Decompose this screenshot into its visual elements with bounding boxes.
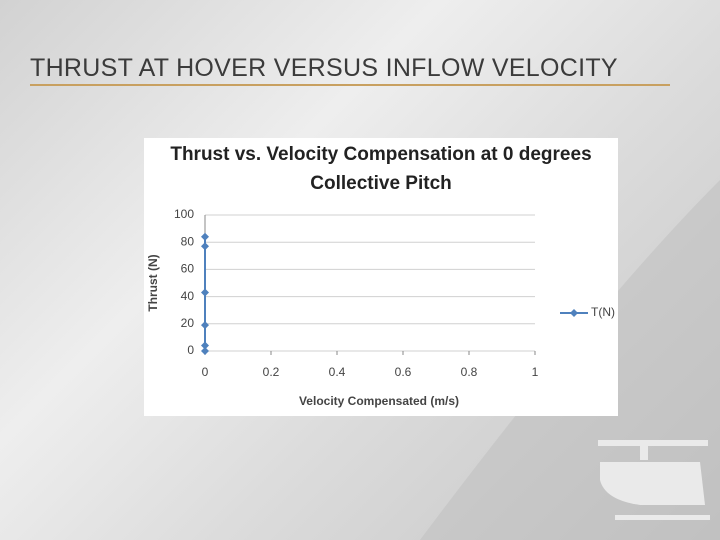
y-tick-label: 0 (187, 343, 194, 357)
y-tick-label: 80 (181, 234, 195, 248)
slide-title: THRUST AT HOVER VERSUS INFLOW VELOCITY (30, 54, 618, 82)
x-axis-title: Velocity Compensated (m/s) (299, 394, 459, 408)
x-tick-label: 0.2 (263, 365, 280, 379)
y-axis-title: Thrust (N) (146, 254, 160, 311)
legend-marker (570, 309, 578, 317)
x-tick-label: 1 (532, 365, 539, 379)
x-tick-label: 0.8 (461, 365, 478, 379)
chart: Velocity Compensated (m/s) Thrust (N) 0 2… (146, 207, 615, 408)
point-marker (201, 288, 209, 297)
chart-box: Thrust vs. Velocity Compensation at 0 de… (144, 138, 618, 416)
chart-title: Thrust vs. Velocity Compensation at 0 de… (170, 144, 592, 194)
y-tick-label: 20 (181, 316, 195, 330)
x-tick-label: 0 (202, 365, 209, 379)
point-marker (201, 321, 209, 330)
x-tick-label: 0.4 (329, 365, 346, 379)
x-tick-label: 0.6 (395, 365, 412, 379)
y-tick-label: 60 (181, 262, 195, 276)
point-marker (201, 347, 209, 355)
y-tick-label: 100 (174, 207, 194, 221)
point-marker (201, 242, 209, 251)
helicopter-icon (598, 440, 710, 520)
point-marker (201, 341, 209, 350)
point-marker (201, 232, 209, 241)
y-tick-label: 40 (181, 289, 195, 303)
legend-label: T(N) (591, 305, 615, 319)
title-rule (30, 84, 670, 86)
